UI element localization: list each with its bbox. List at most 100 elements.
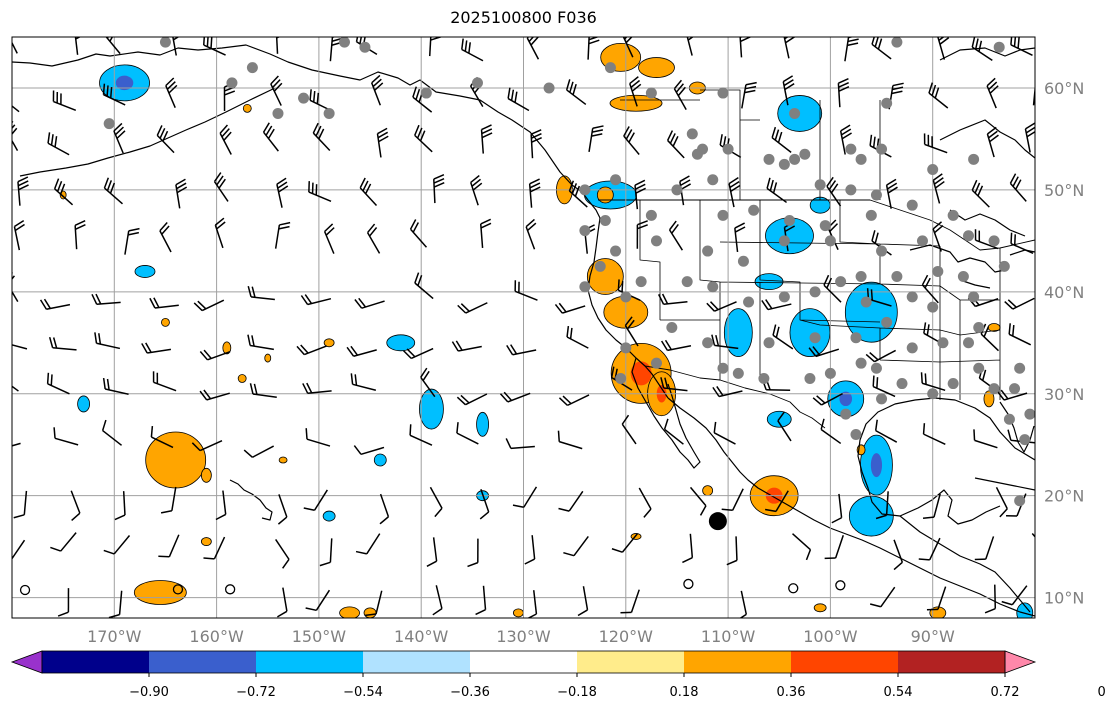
wind-barb-feather [637,220,648,226]
wind-barb-feather [98,333,102,345]
wind-barb-staff [151,436,174,449]
station-marker [835,276,847,288]
wind-barb-feather [715,334,720,347]
negative-shade [386,334,416,352]
wind-barb-feather [887,186,898,194]
wind-barb-feather [271,79,281,89]
wind-barb-feather [510,344,518,355]
wind-barb-feather [379,516,389,525]
wind-barb-feather [784,225,796,233]
wind-barb-feather [716,386,724,396]
wind-barb-feather [726,559,738,566]
station-marker [635,276,647,288]
wind-barb-feather [1025,126,1035,134]
wind-barb [12,385,19,392]
wind-barb-feather [984,607,996,614]
wind-barb-feather [1010,37,1013,45]
wind-barb-feather [514,91,518,103]
wind-barb-feather [981,369,987,381]
wind-barb [507,87,530,112]
wind-barb-feather [872,136,876,148]
wind-barb-staff [838,493,843,518]
wind-barb [102,83,126,106]
wind-barb-feather [624,316,633,327]
wind-barb-feather [312,91,316,103]
wind-barb-feather [470,174,480,184]
positive-shade [200,467,212,483]
wind-barb [175,178,188,209]
wind-barb [629,76,642,107]
wind-barb-feather [409,424,412,436]
wind-barb-feather [18,184,29,191]
wind-barb [706,301,737,312]
positive-field-area [512,608,524,618]
wind-barb-feather [1017,37,1020,49]
wind-barb-feather [664,339,672,350]
colorbar: −0.90 −0.72 −0.54 −0.36 −0.18 0.18 0.36 0.54 0.7… [10,650,1105,700]
wind-barb [353,445,385,456]
wind-barb-staff [262,131,279,152]
wind-barb [215,490,227,521]
positive-shade [161,318,170,327]
wind-barb [296,344,327,356]
wind-barb [587,37,600,60]
wind-barb [420,367,436,398]
wind-barb-staff [663,387,688,392]
wind-barb-feather [933,177,944,185]
wind-barb-staff [985,536,995,560]
wind-barb-feather [304,294,313,304]
wind-barb-feather [805,549,812,561]
station-marker [998,260,1010,272]
wind-barb-staff [621,423,637,445]
positive-shade [813,603,827,613]
colorbar-segment [42,651,150,673]
negative-shade [723,308,753,357]
positive-shade [242,103,252,113]
station-marker [824,235,836,247]
wind-barb-feather [657,294,665,305]
wind-barb [974,229,999,250]
positive-shade [638,57,675,78]
wind-barb-feather [106,85,109,97]
wind-barb-feather [296,345,305,356]
wind-barb-staff [980,333,1000,352]
positive-field-area [161,318,170,327]
calm-wind-circle [683,578,694,590]
wind-barb-feather [467,561,479,568]
wind-barb-staff [974,439,998,449]
wind-barb-feather [554,303,563,314]
wind-barb-feather [874,232,879,244]
wind-barb-feather [921,274,929,286]
wind-barb [312,122,331,152]
wind-barb [869,586,896,608]
station-marker [783,214,795,226]
wind-barb-feather [769,179,774,191]
wind-barb-staff [47,383,70,395]
wind-barb-feather [59,183,66,195]
wind-barb-staff [714,301,737,312]
wind-barb-feather [728,177,739,185]
wind-barb-feather [766,177,771,189]
positive-field-area [200,467,212,483]
wind-barb-staff [74,37,79,55]
wind-barb [926,586,947,611]
wind-barb [875,491,889,520]
station-marker [599,214,611,226]
wind-barb-feather [772,324,777,336]
wind-barb-feather [745,81,757,86]
wind-barb [554,302,586,314]
wind-barb-feather [841,132,852,140]
station-marker [947,209,959,221]
wind-barb-feather [350,345,359,356]
wind-barb-staff [820,428,842,445]
wind-barb [563,536,589,557]
wind-barb [611,533,639,553]
station-marker [246,62,258,74]
wind-barb-feather [455,340,463,351]
station-marker [993,41,1005,53]
station-marker [359,41,371,53]
wind-barb-feather [577,609,588,617]
wind-barb-staff [1003,392,1028,401]
calm-wind-circle [172,584,184,595]
longitude-label: 160°W [189,627,244,646]
